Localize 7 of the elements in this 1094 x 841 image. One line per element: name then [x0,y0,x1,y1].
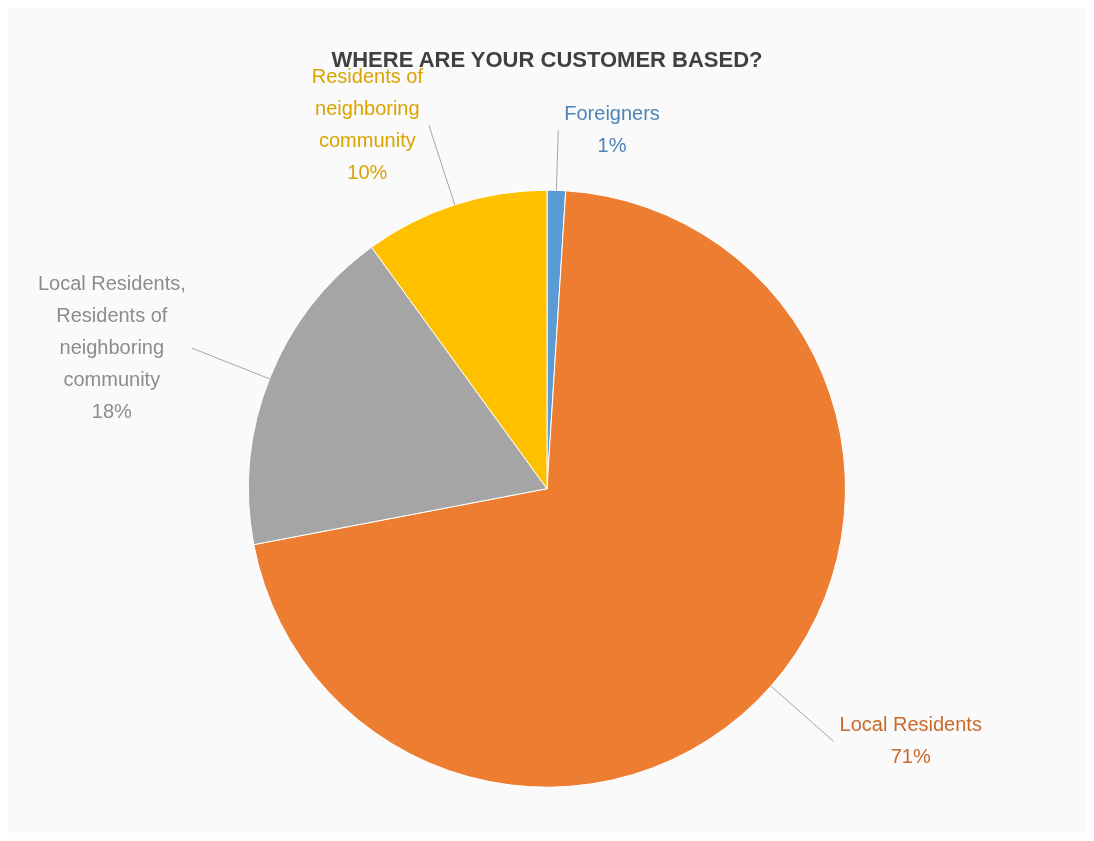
data-label: 10% [347,160,388,183]
slice-label: Foreigners [564,102,660,125]
data-label: 1% [597,134,627,157]
slice-label: Local Residents, Residents of neighboring community [37,271,186,390]
data-label: 18% [91,399,133,422]
slice-label: Local Residents [839,712,982,735]
data-label: 71% [890,744,931,767]
